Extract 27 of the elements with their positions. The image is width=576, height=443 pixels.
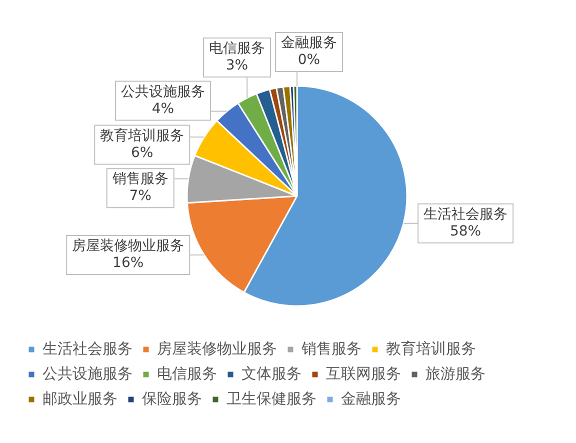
category-label: 金融服务: [280, 35, 337, 52]
legend-label: 邮政业服务: [42, 389, 118, 408]
legend-label: 金融服务: [341, 389, 401, 408]
slice-label: 销售服务: [111, 171, 168, 188]
legend-label: 文体服务: [242, 364, 302, 382]
data-label: 6%: [131, 144, 154, 161]
legend-label: 房屋装修物业服务: [157, 339, 277, 358]
legend-label: 旅游服务: [426, 364, 486, 382]
legend-label: 互联网服务: [326, 364, 401, 382]
data-label: 7%: [129, 188, 152, 204]
legend-label: 卫生保健服务: [226, 389, 316, 408]
data-label: 4%: [152, 100, 174, 117]
slice-label: 公共设施服务: [120, 84, 205, 100]
slice-label: 房屋装修物业服务: [72, 238, 184, 254]
slice-label: 教育培训服务: [100, 126, 184, 144]
legend-label: 保险服务: [142, 389, 202, 408]
legend-label: 电信服务: [157, 364, 217, 382]
data-label: 58%: [450, 223, 482, 240]
legend-label: 公共设施服务: [42, 364, 132, 382]
legend-label: 生活社会服务: [42, 339, 132, 358]
data-label: 3%: [226, 58, 248, 74]
legend-label: 销售服务: [300, 339, 362, 358]
data-label: 16%: [112, 255, 144, 272]
slice-label: 电信服务: [208, 40, 265, 57]
text: 0%: [298, 52, 320, 68]
slice-label: 生活社会服务: [424, 206, 508, 222]
legend-label: 教育培训服务: [386, 339, 476, 358]
